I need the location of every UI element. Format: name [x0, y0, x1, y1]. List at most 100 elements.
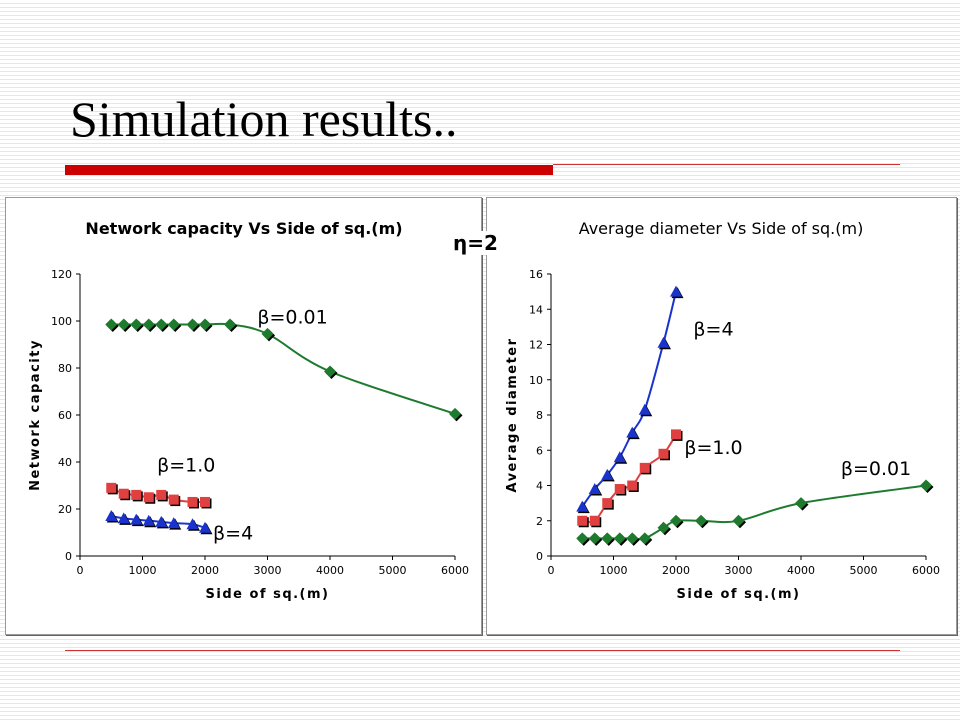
data-point-diamond [576, 532, 589, 545]
data-point-triangle [613, 451, 626, 463]
y-tick-label: 100 [51, 315, 72, 328]
series-1 [106, 482, 212, 509]
data-point-triangle [117, 512, 130, 524]
x-tick-label: 0 [548, 564, 555, 577]
data-point-square [187, 496, 198, 507]
x-axis-title: Side of sq.(m) [677, 587, 801, 602]
data-point-triangle [130, 513, 143, 525]
series-1 [577, 429, 683, 528]
title-rule [553, 164, 900, 165]
y-tick-label: 8 [536, 409, 543, 422]
data-point-diamond [588, 532, 601, 545]
x-tick-label: 3000 [254, 564, 282, 577]
data-point-triangle [142, 514, 155, 526]
x-tick-label: 1000 [129, 564, 157, 577]
series-line [581, 291, 677, 508]
data-point-square [131, 489, 142, 500]
data-point-square [639, 462, 650, 473]
data-point-diamond [186, 318, 199, 331]
network-capacity-chart-panel: Network capacity Vs Side of sq.(m) 0 1000 2… [5, 197, 482, 635]
data-point-square [658, 448, 669, 459]
average-diameter-chart-panel: Average diameter Vs Side of sq.(m) 0 1000 2… [486, 197, 957, 635]
data-point-diamond [626, 532, 639, 545]
series-0 [576, 285, 684, 514]
network-capacity-chart: Network capacity Vs Side of sq.(m) 0 1000 2… [28, 219, 469, 602]
y-tick-label: 0 [65, 550, 72, 563]
data-point-square [671, 429, 681, 440]
data-point-diamond [261, 327, 274, 340]
data-point-square [602, 498, 613, 509]
data-point-triangle [626, 426, 639, 438]
data-point-diamond [657, 521, 670, 534]
y-tick-label: 6 [536, 444, 543, 457]
data-point-diamond [199, 318, 211, 331]
data-point-diamond [638, 532, 651, 545]
data-point-diamond [795, 497, 807, 510]
data-point-diamond [142, 318, 155, 331]
data-point-square [156, 489, 167, 500]
y-axis-title: Average diameter [505, 337, 520, 492]
data-point-triangle [186, 518, 199, 530]
y-tick-label: 40 [58, 456, 72, 469]
y-tick-label: 10 [529, 374, 543, 387]
y-axis-title: Network capacity [28, 339, 43, 491]
series-annotation: β=4 [693, 319, 733, 341]
y-tick-label: 20 [58, 503, 72, 516]
x-tick-label: 4000 [316, 564, 344, 577]
data-point-triangle [105, 510, 118, 522]
average-diameter-chart: Average diameter Vs Side of sq.(m) 0 1000 2… [505, 219, 940, 602]
series-0 [105, 318, 463, 422]
data-point-diamond [130, 318, 143, 331]
data-point-triangle [670, 285, 682, 297]
x-tick-label: 1000 [600, 564, 628, 577]
series-line [582, 484, 927, 541]
x-tick-label: 4000 [787, 564, 815, 577]
data-point-square [614, 484, 625, 495]
data-point-diamond [167, 318, 180, 331]
data-point-square [143, 492, 154, 503]
data-point-square [106, 482, 117, 493]
x-tick-label: 5000 [850, 564, 878, 577]
data-point-diamond [117, 318, 130, 331]
y-tick-label: 12 [529, 339, 543, 352]
series-annotation: β=0.01 [841, 458, 911, 480]
x-tick-label: 2000 [191, 564, 219, 577]
data-point-triangle [601, 468, 614, 480]
data-point-square [589, 515, 600, 526]
data-point-diamond [601, 532, 614, 545]
y-tick-label: 0 [536, 550, 543, 563]
series-annotation: β=0.01 [257, 306, 327, 328]
chart-title: Average diameter Vs Side of sq.(m) [579, 219, 864, 238]
data-point-triangle [155, 515, 168, 527]
data-point-diamond [324, 365, 336, 378]
data-point-triangle [167, 517, 180, 529]
data-point-triangle [576, 500, 589, 512]
chart-title: Network capacity Vs Side of sq.(m) [85, 219, 402, 238]
data-point-diamond [695, 514, 707, 527]
data-point-triangle [638, 403, 651, 415]
data-point-triangle [657, 336, 670, 348]
eta-label: η=2 [451, 231, 500, 255]
data-point-diamond [613, 532, 626, 545]
x-tick-label: 2000 [662, 564, 690, 577]
data-point-square [200, 496, 210, 507]
data-point-square [168, 494, 179, 505]
series-2 [576, 479, 934, 546]
x-tick-label: 3000 [725, 564, 753, 577]
y-tick-label: 14 [529, 303, 543, 316]
series-line [582, 433, 677, 524]
data-point-diamond [732, 514, 745, 527]
data-point-square [627, 480, 638, 491]
x-tick-label: 6000 [441, 564, 469, 577]
data-point-diamond [670, 514, 682, 527]
x-tick-label: 5000 [379, 564, 407, 577]
y-tick-label: 4 [536, 480, 543, 493]
y-tick-label: 80 [58, 362, 72, 375]
series-annotation: β=1.0 [157, 454, 215, 476]
series-line [111, 322, 456, 415]
x-tick-label: 6000 [912, 564, 940, 577]
data-point-diamond [920, 479, 932, 492]
data-point-square [577, 515, 588, 526]
y-tick-label: 2 [536, 515, 543, 528]
series-2 [105, 510, 213, 535]
